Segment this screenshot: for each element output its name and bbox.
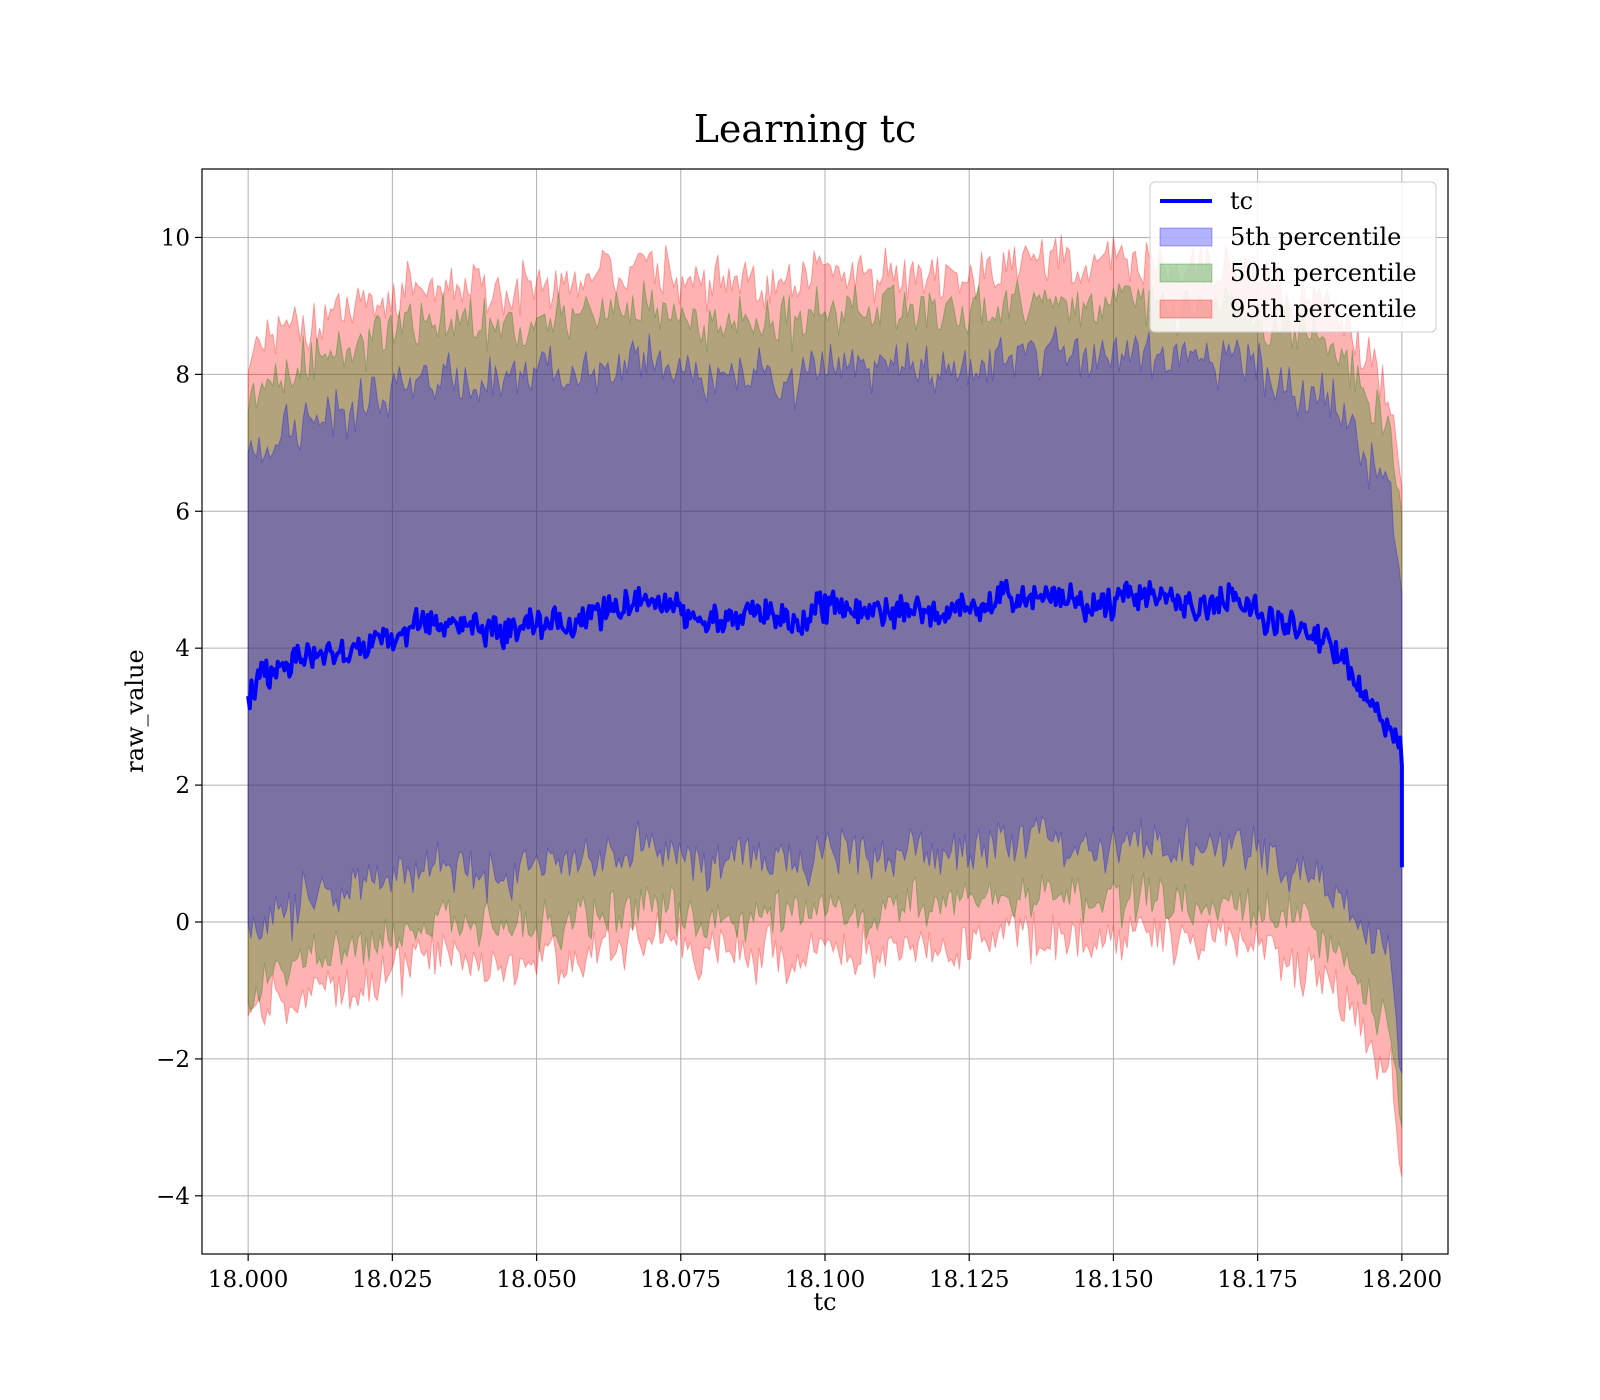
x-axis-label: tc <box>813 1288 836 1316</box>
legend-swatch-5th <box>1159 227 1213 247</box>
legend-label-tc: tc <box>1230 187 1253 215</box>
band-50th-percentile <box>247 279 1403 1128</box>
x-tick-label: 18.000 <box>208 1267 288 1293</box>
y-axis-label: raw_value <box>121 649 149 773</box>
x-tick-label: 18.200 <box>1362 1267 1442 1293</box>
line-tc <box>246 578 1404 868</box>
legend-swatch-95th <box>1159 299 1213 319</box>
x-tick-label: 18.050 <box>496 1267 576 1293</box>
y-tick-label: 10 <box>161 225 190 251</box>
legend-label-5th: 5th percentile <box>1230 223 1401 251</box>
y-tick-label: 0 <box>175 910 190 936</box>
x-tick-label: 18.025 <box>352 1267 432 1293</box>
band-95th-percentile <box>247 234 1403 1178</box>
y-tick-label: 4 <box>175 636 190 662</box>
grid <box>202 169 1448 1254</box>
legend-label-50th: 50th percentile <box>1230 259 1417 287</box>
series-lines <box>246 578 1404 868</box>
chart-title: Learning tc <box>694 107 917 151</box>
percentile-bands <box>247 234 1403 1178</box>
legend: tc 5th percentile 50th percentile 95th p… <box>1149 181 1437 333</box>
legend-box <box>1149 181 1437 333</box>
band-5th-percentile <box>247 326 1403 1074</box>
x-tick-label: 18.075 <box>641 1267 721 1293</box>
y-tick-label: 2 <box>175 773 190 799</box>
y-axis: −4 −2 0 2 4 6 8 10 <box>156 225 202 1210</box>
y-tick-label: 6 <box>175 499 190 525</box>
x-axis: 18.000 18.025 18.050 18.075 18.100 18.125 18.1… <box>208 1254 1442 1293</box>
x-tick-label: 18.125 <box>929 1267 1009 1293</box>
y-tick-label: 8 <box>175 362 190 388</box>
x-tick-label: 18.175 <box>1217 1267 1297 1293</box>
y-tick-label: −2 <box>156 1047 190 1073</box>
y-tick-label: −4 <box>156 1184 190 1210</box>
legend-label-95th: 95th percentile <box>1230 295 1417 323</box>
x-tick-label: 18.100 <box>785 1267 865 1293</box>
legend-swatch-50th <box>1159 263 1213 283</box>
x-tick-label: 18.150 <box>1073 1267 1153 1293</box>
